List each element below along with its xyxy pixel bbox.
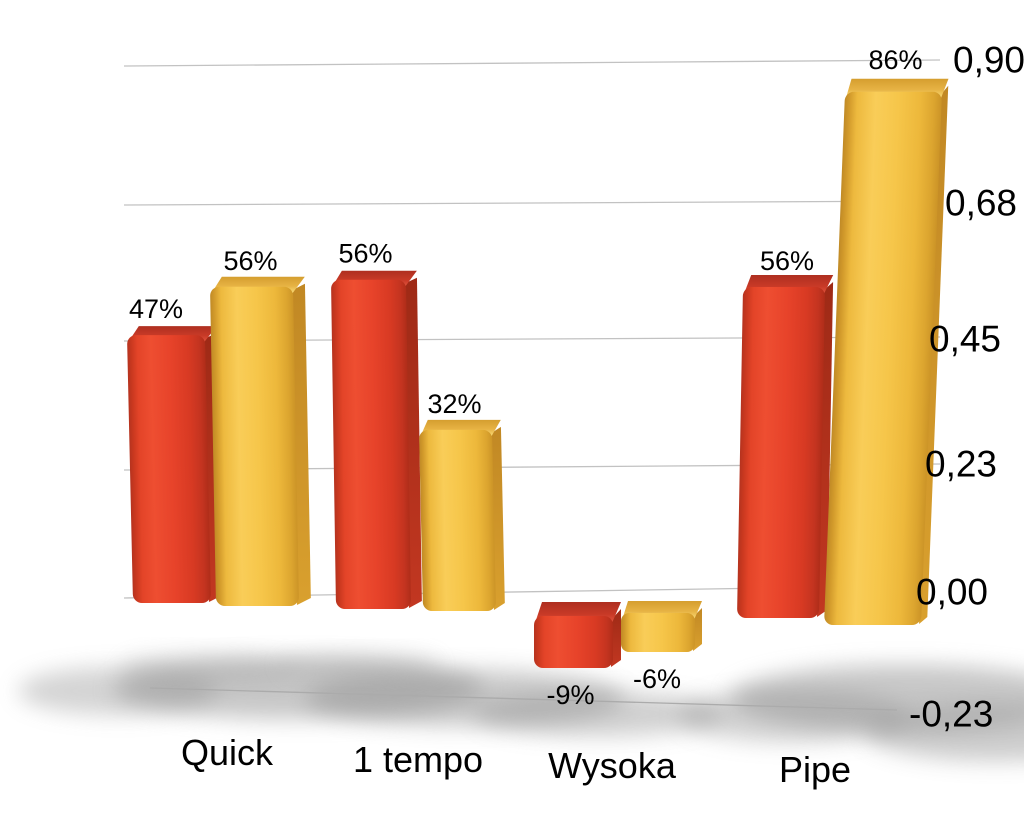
bar-pipe-red xyxy=(737,275,834,618)
floor-shadow xyxy=(865,705,1024,761)
floor-shadow xyxy=(120,654,300,682)
bar-front-face xyxy=(534,616,613,669)
bar-quick-yellow xyxy=(210,276,311,606)
floor-shadows xyxy=(18,653,1024,761)
category-axis-labels: Quick 1 tempo Wysoka Pipe xyxy=(181,732,851,790)
gridline-0-68 xyxy=(123,200,941,206)
bar-front-face xyxy=(331,279,411,609)
category-label-wysoka: Wysoka xyxy=(548,745,677,786)
category-label-1-tempo: 1 tempo xyxy=(353,739,483,780)
bar-front-face xyxy=(419,429,496,611)
bar-front-face xyxy=(210,286,299,606)
axis-tick-label-0-68: 0,68 xyxy=(945,183,1017,224)
bar-1-tempo-yellow xyxy=(419,419,505,611)
bar-front-face xyxy=(127,335,211,603)
bar-wysoka-red xyxy=(534,602,621,669)
gridline-0-90 xyxy=(123,59,941,67)
bar-quick-red xyxy=(127,326,223,603)
value-label-quick-red: 47% xyxy=(129,294,183,324)
axis-tick-label-0-23: 0,23 xyxy=(925,444,997,485)
value-label-wysoka-red: -9% xyxy=(546,680,594,710)
bar-front-face xyxy=(737,287,825,618)
axis-tick-label-neg-0-23: -0,23 xyxy=(909,694,993,735)
gridline-neg-0-23 xyxy=(149,687,898,711)
bar-pipe-yellow xyxy=(824,78,949,626)
category-label-pipe: Pipe xyxy=(779,749,851,790)
category-label-quick: Quick xyxy=(181,732,274,773)
bar-side-face xyxy=(693,608,702,651)
bars xyxy=(127,78,949,669)
axis-tick-label-0-45: 0,45 xyxy=(929,319,1001,360)
value-label-1-tempo-red: 56% xyxy=(338,239,392,269)
value-label-wysoka-yellow: -6% xyxy=(633,664,681,694)
bar-side-face xyxy=(817,282,834,617)
bar-side-face xyxy=(611,609,621,668)
bar-wysoka-yellow xyxy=(621,601,702,652)
axis-tick-label-0-90: 0,90 xyxy=(953,40,1024,81)
bar-1-tempo-red xyxy=(331,270,422,609)
value-labels: 47% 56% 56% 32% -9% -6% 56% 86% xyxy=(129,45,923,710)
bar-front-face xyxy=(824,91,942,626)
value-label-quick-yellow: 56% xyxy=(223,246,277,276)
value-label-pipe-red: 56% xyxy=(760,246,814,276)
value-label-1-tempo-yellow: 32% xyxy=(427,389,481,419)
value-label-pipe-yellow: 86% xyxy=(868,45,922,75)
axis-tick-label-0-00: 0,00 xyxy=(916,572,988,613)
bar-front-face xyxy=(621,613,695,652)
floor-shadow xyxy=(280,653,440,677)
value-axis-labels: 0,90 0,68 0,45 0,23 0,00 -0,23 xyxy=(909,40,1024,735)
